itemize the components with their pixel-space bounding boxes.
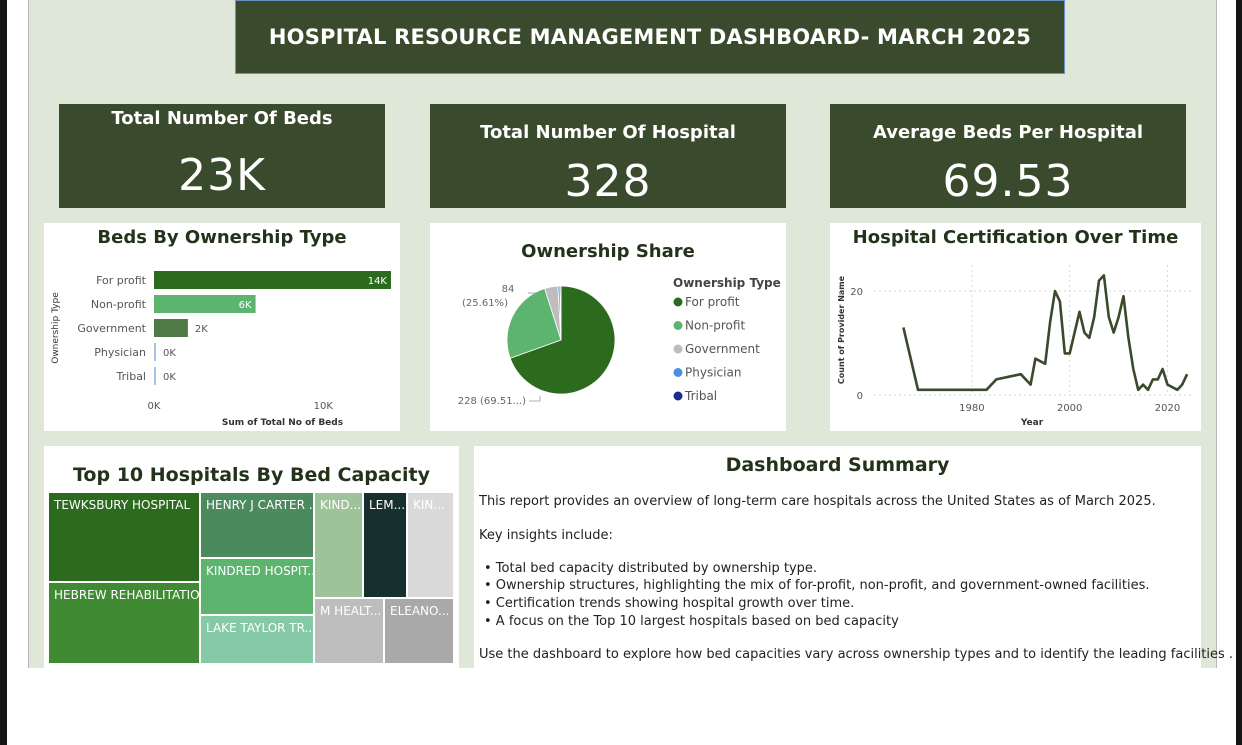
summary-intro: This report provides an overview of long…: [479, 494, 1156, 509]
summary-insights-heading: Key insights include:: [479, 528, 613, 543]
treemap-tile[interactable]: KINDRED HOSPIT...: [200, 558, 314, 615]
certification-chart: 0 20 1980 2000 2020 Year Count of Provider Nam…: [837, 265, 1192, 428]
kpi-total-hospitals-value: 328: [564, 156, 652, 207]
kpi-total-hospitals-label: Total Number Of Hospital: [480, 122, 736, 143]
bar-data-label: 0K: [163, 372, 176, 383]
pie-slice-label: (25.61%): [462, 298, 508, 309]
pie-leader-line: [529, 396, 541, 402]
dashboard-summary-card: Dashboard Summary This report provides a…: [474, 446, 1233, 668]
window-frame-right: [1236, 0, 1242, 745]
bar-data-label: 6K: [239, 300, 252, 311]
x-axis-label: Year: [1020, 418, 1044, 428]
pie-legend-label: Government: [685, 342, 760, 356]
pie-legend-label: Tribal: [684, 389, 717, 403]
certification-card[interactable]: Hospital Certification Over Time 0 20 1980…: [830, 223, 1201, 431]
pie-legend-marker: [673, 297, 683, 307]
bar-physician: [154, 343, 156, 361]
x-tick-label: 0K: [148, 401, 161, 412]
kpi-total-beds-label: Total Number Of Beds: [111, 108, 333, 129]
y-tick-label: 0: [857, 391, 863, 402]
treemap-tile[interactable]: LAKE TAYLOR TR...: [200, 615, 314, 664]
top-hospitals-treemap: TEWKSBURY HOSPITAL HEBREW REHABILITATIO..…: [48, 492, 454, 664]
y-tick-label: 20: [850, 287, 863, 298]
x-tick-label: 10K: [314, 401, 334, 412]
kpi-total-beds[interactable]: Total Number Of Beds 23K: [59, 104, 385, 208]
bar-data-label: 0K: [163, 348, 176, 359]
summary-bullet: • A focus on the Top 10 largest hospital…: [484, 614, 899, 629]
pie-legend-marker: [673, 368, 683, 377]
pie-slice-label: 228 (69.51...): [458, 396, 526, 407]
bar-category-label: Physician: [94, 346, 146, 359]
top-hospitals-title: Top 10 Hospitals By Bed Capacity: [73, 464, 430, 486]
pie-slice-label: 84: [502, 284, 515, 295]
summary-bullet: • Ownership structures, highlighting the…: [484, 578, 1150, 593]
kpi-average-beds-label: Average Beds Per Hospital: [872, 122, 1144, 143]
kpi-total-hospitals[interactable]: Total Number Of Hospital 328: [430, 104, 786, 208]
kpi-total-beds-value: 23K: [178, 150, 266, 201]
treemap-tile[interactable]: TEWKSBURY HOSPITAL: [48, 492, 200, 582]
beds-by-ownership-card[interactable]: Beds By Ownership Type For profit 14K Non-…: [44, 223, 400, 431]
treemap-tile[interactable]: KIND...: [314, 492, 363, 598]
treemap-tile[interactable]: KIN...: [407, 492, 454, 598]
pie-legend-marker: [673, 344, 683, 354]
pie-legend-marker: [673, 321, 683, 330]
pie-slice-for-profit: [509, 285, 616, 395]
dashboard-title: HOSPITAL RESOURCE MANAGEMENT DASHBOARD- …: [268, 25, 1032, 49]
bar-government: [154, 319, 188, 337]
ownership-share-card[interactable]: Ownership Share 228 (69.51...) 84 (25.61%)…: [430, 223, 786, 431]
y-axis-label: Count of Provider Name: [837, 275, 846, 384]
pie-slice-non-profit: [506, 288, 562, 359]
treemap-tile[interactable]: M HEALT...: [314, 598, 384, 664]
summary-bullet: • Certification trends showing hospital …: [484, 596, 855, 611]
treemap-tile[interactable]: ELEANO...: [384, 598, 454, 664]
bar-tribal: [154, 367, 156, 385]
x-tick-label: 1980: [959, 403, 984, 414]
pie-legend-label: Physician: [685, 366, 741, 380]
bar-category-label: Government: [77, 322, 146, 335]
beds-by-ownership-title: Beds By Ownership Type: [97, 227, 347, 248]
x-axis-label: Sum of Total No of Beds: [222, 418, 343, 428]
pie-legend-label: For profit: [685, 295, 740, 309]
window-frame-left: [0, 0, 7, 745]
treemap-tile[interactable]: HENRY J CARTER ...: [200, 492, 314, 558]
pie-legend-title: Ownership Type: [673, 276, 781, 290]
bar-category-label: For profit: [96, 274, 147, 287]
kpi-average-beds[interactable]: Average Beds Per Hospital 69.53: [830, 104, 1186, 208]
bar-category-label: Tribal: [116, 370, 146, 383]
x-tick-label: 2000: [1057, 403, 1082, 414]
bar-non-profit: [154, 295, 256, 313]
bar-category-label: Non-profit: [91, 298, 147, 311]
treemap-tile[interactable]: HEBREW REHABILITATIO...: [48, 582, 200, 664]
dashboard-title-banner: HOSPITAL RESOURCE MANAGEMENT DASHBOARD- …: [235, 0, 1065, 74]
ownership-share-title: Ownership Share: [521, 241, 695, 262]
summary-closing: Use the dashboard to explore how bed cap…: [479, 647, 1234, 662]
treemap-tile[interactable]: LEM...: [363, 492, 407, 598]
summary-bullet: • Total bed capacity distributed by owne…: [484, 561, 818, 576]
beds-by-ownership-chart: For profit 14K Non-profit 6K Government 2K Phy…: [51, 271, 391, 428]
pie-slice-tribal: [559, 285, 562, 341]
kpi-average-beds-value: 69.53: [942, 156, 1074, 207]
y-axis-label: Ownership Type: [51, 292, 61, 364]
dashboard-canvas: HOSPITAL RESOURCE MANAGEMENT DASHBOARD- …: [28, 0, 1233, 668]
top-hospitals-card[interactable]: Top 10 Hospitals By Bed Capacity TEWKSBU…: [44, 446, 459, 668]
certification-line: [902, 274, 1189, 392]
x-tick-label: 2020: [1155, 403, 1180, 414]
certification-title: Hospital Certification Over Time: [852, 227, 1179, 248]
pie-legend-label: Non-profit: [685, 319, 745, 333]
pie-legend-marker: [673, 391, 683, 401]
bar-data-label: 14K: [368, 276, 388, 287]
ownership-share-chart: 228 (69.51...) 84 (25.61%) Ownership Type Fo…: [458, 276, 781, 407]
bar-for-profit: [154, 271, 391, 289]
bar-data-label: 2K: [195, 324, 208, 335]
summary-title: Dashboard Summary: [725, 454, 950, 476]
